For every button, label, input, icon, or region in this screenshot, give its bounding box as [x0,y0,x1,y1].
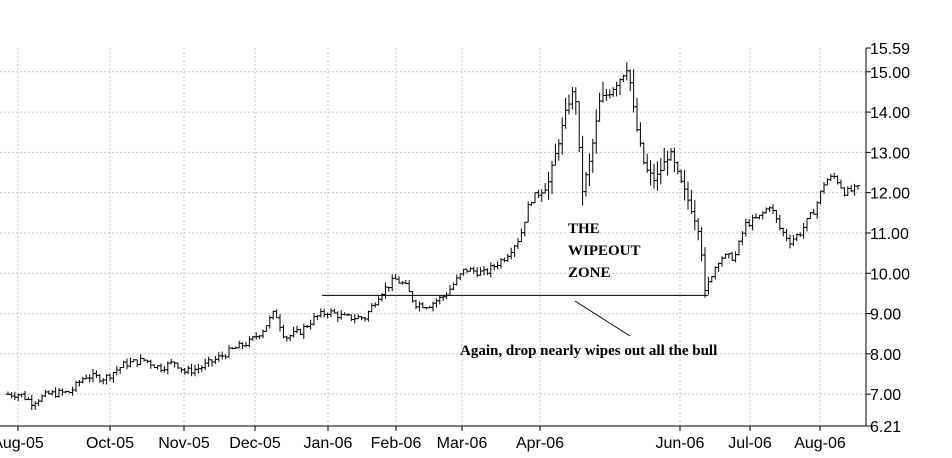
x-tick-label: Mar-06 [437,435,488,452]
price-bars [6,62,860,411]
y-tick-label: 11.00 [870,226,909,243]
x-tick-label: Apr-06 [516,435,564,452]
axes [0,48,867,427]
x-tick-label: Jan-06 [304,435,353,452]
annotation-note: Again, drop nearly wipes out all the bul… [460,343,717,359]
y-tick-label: 12.00 [870,186,910,203]
x-tick-label: Feb-06 [371,435,422,452]
annotations: THE WIPEOUT ZONE Again, drop nearly wipe… [322,221,717,359]
y-tick-label: 7.00 [870,387,901,404]
wipeout-zone-line-1: THE [568,221,600,237]
x-tick-label: Oct-05 [86,435,134,452]
x-tick-label: Nov-05 [158,435,210,452]
y-tick-label: 15.59 [870,41,910,58]
y-tick-label: 14.00 [870,105,910,122]
annotation-pointer [574,300,631,337]
x-tick-label: Jul-06 [728,435,772,452]
x-tick-label: Jun-06 [656,435,705,452]
wipeout-zone-line-3: ZONE [568,265,611,281]
y-tick-label: 15.00 [870,65,910,82]
wipeout-zone-line-2: WIPEOUT [568,243,641,259]
x-tick-label: Aug-05 [0,435,44,452]
y-tick-label: 10.00 [870,266,910,283]
y-tick-label: 9.00 [870,307,901,324]
y-tick-label: 13.00 [870,145,910,162]
y-tick-label: 6.21 [870,419,901,436]
x-tick-label: Dec-05 [229,435,281,452]
grid-lines [0,48,866,426]
x-tick-label: Aug-06 [794,435,846,452]
y-tick-label: 8.00 [870,347,901,364]
